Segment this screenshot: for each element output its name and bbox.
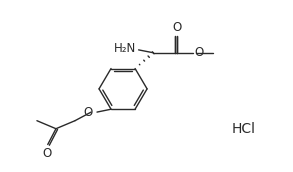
Text: H₂N: H₂N <box>114 42 137 55</box>
Text: O: O <box>172 21 181 34</box>
Text: HCl: HCl <box>231 122 255 136</box>
Text: O: O <box>42 147 52 160</box>
Text: O: O <box>84 106 93 119</box>
Text: O: O <box>195 46 204 59</box>
